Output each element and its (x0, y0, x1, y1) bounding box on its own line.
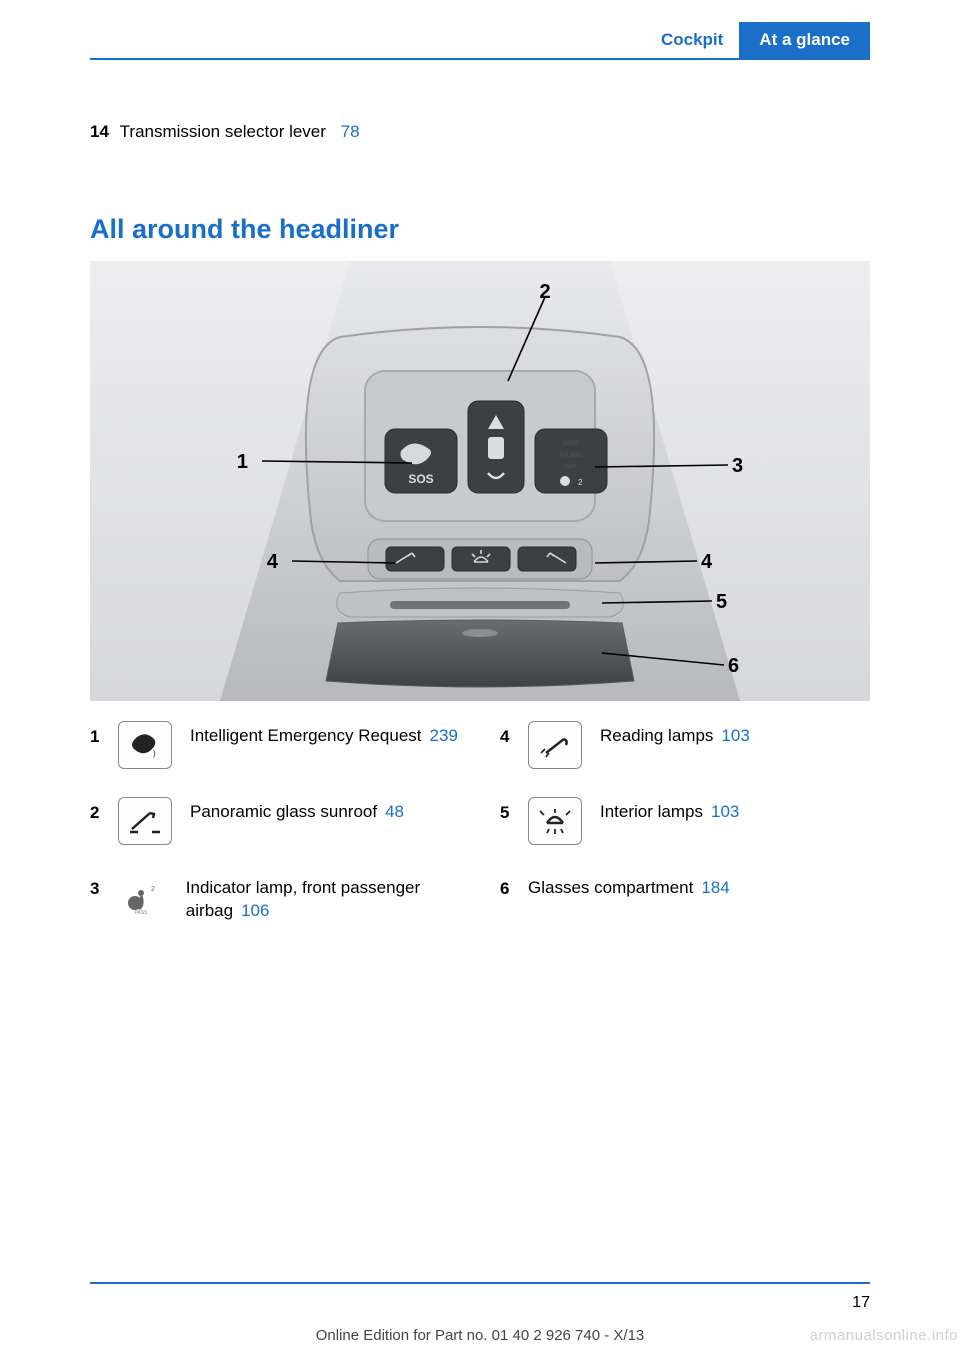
callout-number: 4 (267, 551, 279, 573)
legend-number: 6 (500, 873, 528, 899)
airbag-line1: PASS (563, 441, 579, 447)
callout-number: 3 (732, 455, 743, 477)
overhead-console: SOS PASS AIR BAG OFF 2 (306, 327, 654, 581)
breadcrumb-chapter: At a glance (739, 22, 870, 58)
svg-text:PASS: PASS (134, 910, 148, 916)
callout-number: 1 (237, 451, 248, 473)
legend-label: Indicator lamp, front passenger airbag (186, 878, 420, 920)
legend-number: 4 (500, 721, 528, 747)
callout-number: 2 (539, 281, 550, 303)
legend-row: 2 Panoramic glass sunroof 48 (90, 797, 460, 845)
page-ref-link[interactable]: 48 (385, 802, 404, 821)
page-ref-link[interactable]: 103 (721, 726, 749, 745)
legend-text: Interior lamps 103 (600, 797, 739, 824)
legend-text: Indicator lamp, front passenger airbag10… (186, 873, 460, 923)
callout-number: 4 (701, 551, 713, 573)
svg-text:2: 2 (151, 886, 155, 893)
legend-row: 3 2 PASS Indicator lamp, front passenger ai… (90, 873, 460, 923)
header-rule (90, 58, 870, 60)
airbag-icon: 2 PASS (114, 873, 168, 921)
svg-text:2: 2 (578, 478, 583, 487)
page-ref-link[interactable]: 239 (430, 726, 458, 745)
legend-col-right: 4 Reading lamps 103 5 Interior lamps 103 6Glas… (500, 721, 870, 951)
page-ref-link[interactable]: 106 (241, 901, 269, 920)
legend-row: 4 Reading lamps 103 (500, 721, 870, 769)
breadcrumb-section: Cockpit (645, 22, 739, 58)
legend-text: Panoramic glass sunroof 48 (190, 797, 404, 824)
interior-icon (528, 797, 582, 845)
airbag-indicator: PASS AIR BAG OFF 2 (535, 429, 607, 493)
page-ref-link[interactable]: 184 (701, 878, 729, 897)
legend-label: Interior lamps (600, 802, 703, 821)
legend-text: Intelligent Emergency Re­quest 239 (190, 721, 458, 748)
legend-label: Panoramic glass sunroof (190, 802, 377, 821)
legend-label: Glasses compartment (528, 878, 693, 897)
light-buttons-row (368, 539, 592, 579)
sunroof-icon (118, 797, 172, 845)
sunroof-switch (468, 401, 524, 493)
legend-row: 5 Interior lamps 103 (500, 797, 870, 845)
carryover-item: 14 Transmission selector lever 78 (90, 120, 870, 144)
svg-text:): ) (153, 749, 156, 758)
airbag-line2: AIR BAG (559, 453, 584, 459)
watermark-text: armanualsonline.info (810, 1327, 958, 1344)
sos-icon: ) (118, 721, 172, 769)
legend-number: 2 (90, 797, 118, 823)
slot-panel (337, 588, 624, 617)
footer-rule (90, 1282, 870, 1284)
legend-text: Reading lamps 103 (600, 721, 750, 748)
airbag-line3: OFF (565, 465, 577, 471)
item-number: 14 (90, 122, 109, 141)
glasses-compartment (326, 620, 634, 687)
legend-number: 1 (90, 721, 118, 747)
callout-number: 5 (716, 591, 727, 613)
sos-button: SOS (385, 429, 457, 493)
callout-number: 6 (728, 655, 739, 677)
legend-number: 3 (90, 873, 114, 899)
page-number: 17 (852, 1294, 870, 1312)
legend-label: Reading lamps (600, 726, 713, 745)
legend-label: Intelligent Emergency Re­quest (190, 726, 422, 745)
reading-icon (528, 721, 582, 769)
legend-number: 5 (500, 797, 528, 823)
legend-row: 1) Intelligent Emergency Re­quest 239 (90, 721, 460, 769)
headliner-svg: SOS PASS AIR BAG OFF 2 (90, 261, 870, 701)
headliner-diagram: SOS PASS AIR BAG OFF 2 (90, 261, 870, 701)
legend: 1) Intelligent Emergency Re­quest 239 2 Pano… (90, 721, 870, 951)
page-ref-link[interactable]: 78 (341, 122, 360, 141)
page-header: Cockpit At a glance (90, 0, 870, 60)
legend-row: 6Glasses compartment 184 (500, 873, 870, 900)
section-heading: All around the headliner (90, 214, 870, 245)
legend-text: Glasses compartment 184 (528, 873, 730, 900)
breadcrumb-tabs: Cockpit At a glance (645, 22, 870, 58)
legend-col-left: 1) Intelligent Emergency Re­quest 239 2 Pano… (90, 721, 460, 951)
sos-label: SOS (408, 472, 433, 486)
item-label: Transmission selector lever (120, 122, 326, 141)
page-ref-link[interactable]: 103 (711, 802, 739, 821)
